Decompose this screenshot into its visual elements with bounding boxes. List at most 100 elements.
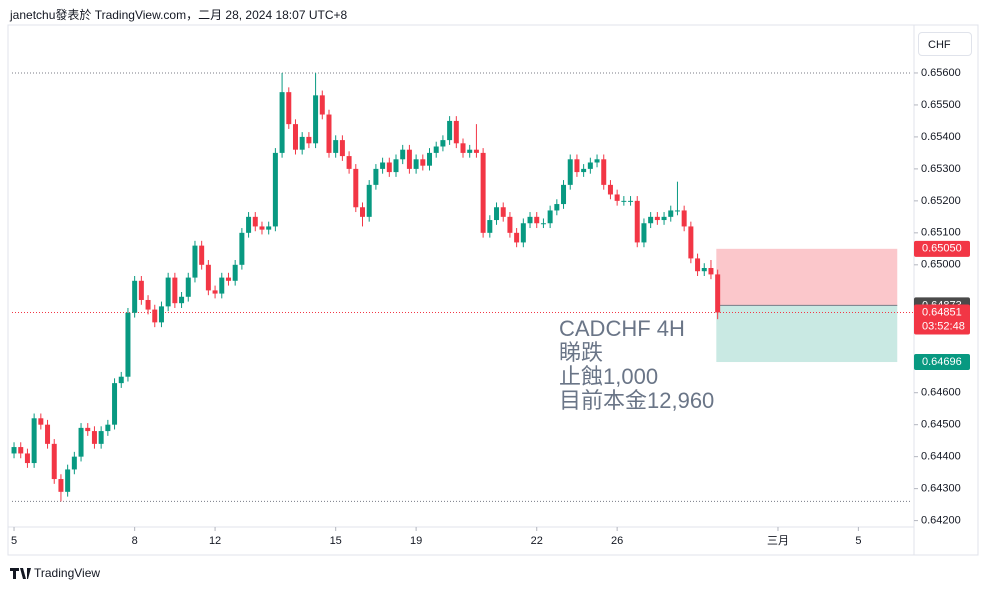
footer: TradingView <box>34 566 101 580</box>
candle-body <box>561 184 567 205</box>
candle-body <box>453 120 459 144</box>
x-tick-label: 12 <box>209 535 221 547</box>
candle-body <box>581 168 587 173</box>
candle-body <box>433 146 439 153</box>
y-tick-label: 0.64200 <box>921 515 961 527</box>
candle-body <box>152 309 158 323</box>
annotation: 目前本金12,960 <box>559 388 714 413</box>
candle-body <box>105 424 111 432</box>
candle-body <box>91 431 97 444</box>
candle-body <box>31 418 37 464</box>
candle-body <box>272 152 278 227</box>
stop-zone <box>716 248 898 306</box>
x-tick-label: 26 <box>611 535 623 547</box>
y-tick-label: 0.64400 <box>921 451 961 463</box>
candle-body <box>58 479 64 492</box>
price-badge <box>914 304 970 335</box>
candle-body <box>648 216 654 224</box>
candle-body <box>71 456 77 470</box>
candle-body <box>614 194 620 201</box>
candle-body <box>65 469 71 492</box>
candle-body <box>192 245 198 278</box>
annotation: 止蝕1,000 <box>559 364 658 389</box>
candle-body <box>654 216 660 221</box>
candle-body <box>132 280 138 313</box>
candle-body <box>607 184 613 195</box>
candle-body <box>125 312 131 377</box>
candle-body <box>554 204 560 211</box>
candle-body <box>386 162 392 173</box>
countdown: 03:52:48 <box>922 320 965 332</box>
candle-body <box>695 258 701 272</box>
candle-body <box>24 453 30 464</box>
candle-body <box>467 149 473 153</box>
candle-body <box>225 277 231 281</box>
candle-body <box>574 159 580 173</box>
y-tick-label: 0.65500 <box>921 99 961 111</box>
x-tick-label: 5 <box>11 535 17 547</box>
candle-body <box>366 184 372 217</box>
candle-body <box>393 159 399 173</box>
y-tick-label: 0.65100 <box>921 227 961 239</box>
candle-body <box>18 447 24 454</box>
x-tick-label: 22 <box>531 535 543 547</box>
candle-body <box>205 264 211 291</box>
candle-body <box>674 210 680 212</box>
candle-body <box>292 124 298 150</box>
candle-body <box>252 216 258 227</box>
candle-body <box>413 159 419 169</box>
candle-body <box>306 136 312 144</box>
candle-body <box>473 149 479 153</box>
candle-body <box>514 232 520 243</box>
candle-body <box>520 223 526 243</box>
candle-body <box>628 200 634 202</box>
target-zone <box>716 305 898 363</box>
candle-body <box>199 245 205 265</box>
candle-body <box>708 268 714 275</box>
annotation: CADCHF 4H <box>559 316 685 341</box>
candle-body <box>701 268 707 272</box>
candle-body <box>601 159 607 185</box>
candle-body <box>500 207 506 217</box>
candle-body <box>138 280 144 300</box>
candle-body <box>507 216 513 233</box>
candle-body <box>266 226 272 230</box>
y-tick-label: 0.64300 <box>921 483 961 495</box>
y-tick-label: 0.64500 <box>921 419 961 431</box>
candle-body <box>172 277 178 304</box>
x-tick-label: 三月 <box>767 535 789 547</box>
y-tick-label: 0.65200 <box>921 195 961 207</box>
candle-body <box>179 296 185 304</box>
candle-body <box>239 232 245 265</box>
candle-body <box>487 220 493 233</box>
candle-body <box>688 226 694 259</box>
candle-body <box>547 210 553 224</box>
candle-body <box>420 159 426 166</box>
candle-body <box>286 92 292 125</box>
currency-button[interactable]: CHF <box>918 32 972 56</box>
candle-body <box>400 149 406 160</box>
x-tick-label: 19 <box>410 535 422 547</box>
candle-body <box>661 216 667 221</box>
candle-body <box>534 216 540 224</box>
candle-body <box>440 140 446 147</box>
y-tick-label: 0.65000 <box>921 259 961 271</box>
candle-body <box>326 114 332 153</box>
candle-body <box>668 210 674 217</box>
candle-body <box>279 92 285 153</box>
candle-body <box>333 140 339 153</box>
candle-body <box>98 431 104 444</box>
candle-body <box>38 418 44 425</box>
candle-body <box>339 140 345 157</box>
price-badge <box>914 240 970 257</box>
candle-body <box>299 136 305 150</box>
candle-body <box>641 223 647 243</box>
candle-body <box>373 168 379 185</box>
candle-body <box>246 216 252 233</box>
candle-body <box>185 277 191 297</box>
candle-body <box>540 223 546 225</box>
candle-body <box>681 210 687 227</box>
candle-body <box>212 290 218 294</box>
candle-body <box>313 95 319 144</box>
